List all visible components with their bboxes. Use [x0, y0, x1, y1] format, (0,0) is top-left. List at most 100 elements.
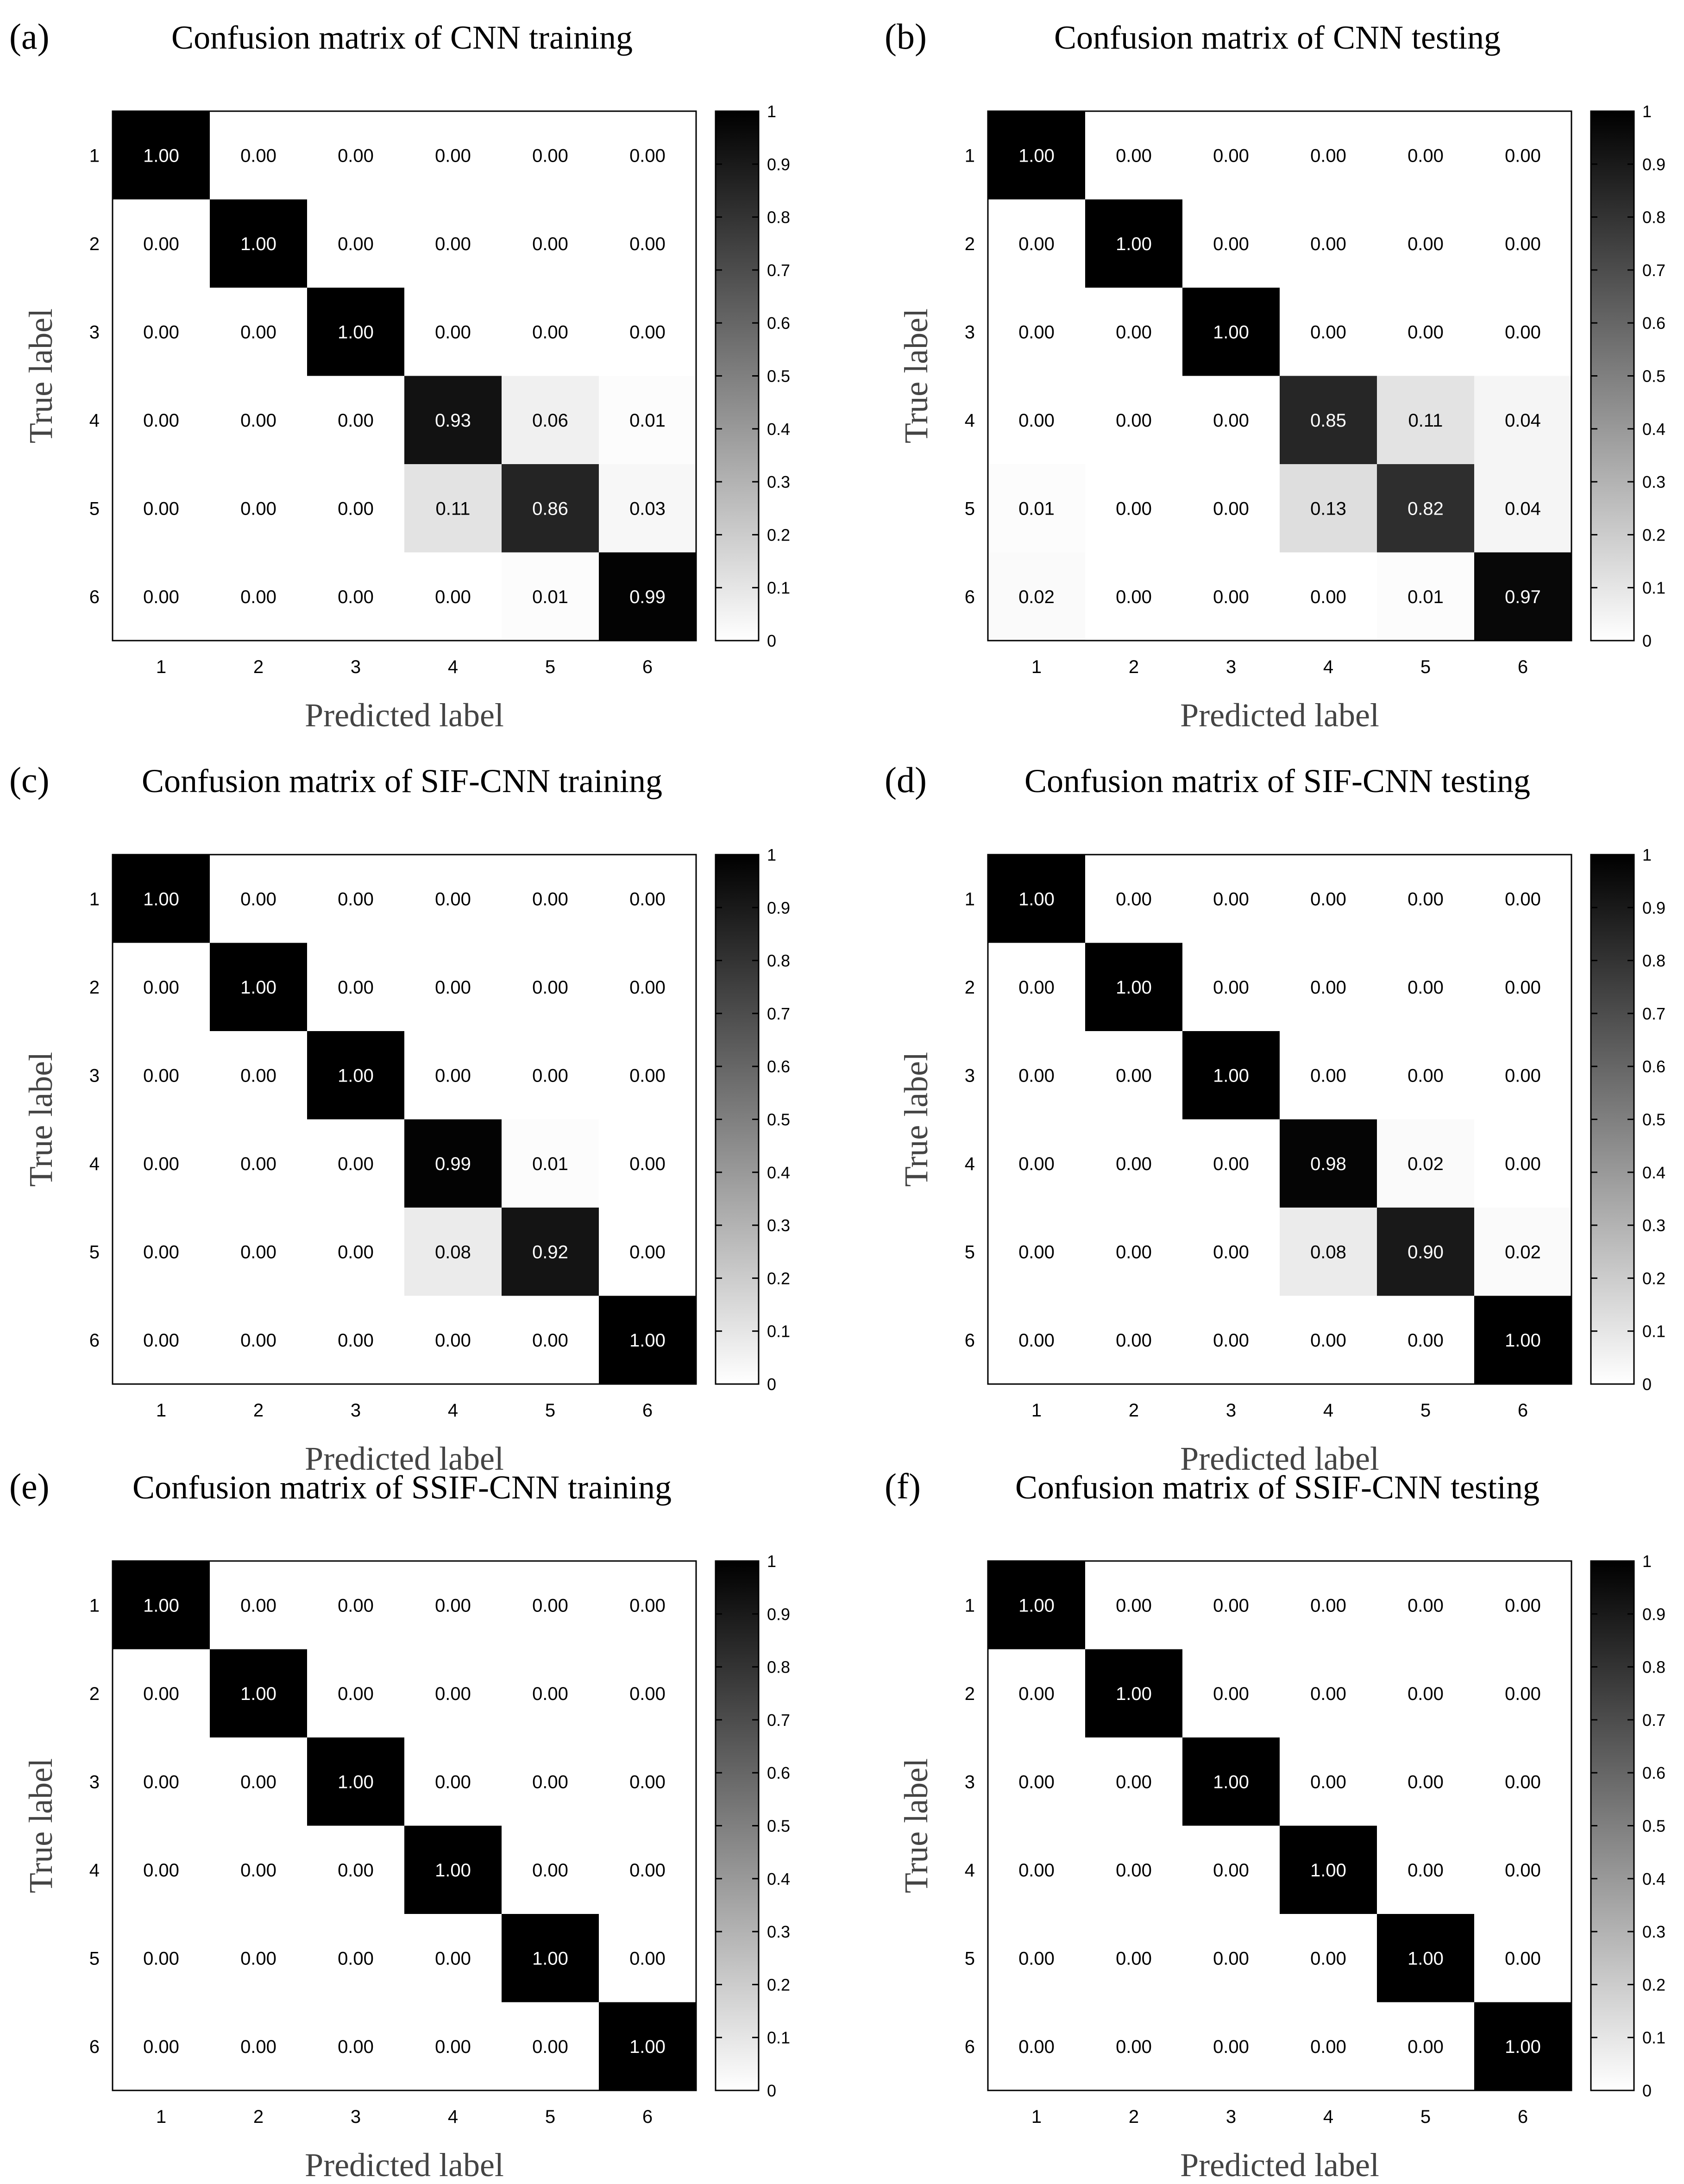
heatmap-cell: [1085, 1296, 1183, 1385]
x-tick-label: 5: [1420, 657, 1431, 677]
heatmap-cell: [404, 464, 502, 553]
cell-value-label: 1.00: [1213, 322, 1249, 342]
heatmap-cell: [988, 1561, 1086, 1649]
heatmap-cell: [1085, 1208, 1183, 1296]
heatmap-cell: [113, 1649, 210, 1738]
colorbar-tick-label: 0.7: [1642, 1711, 1665, 1730]
heatmap-cell: [1280, 288, 1377, 376]
heatmap-cell: [210, 855, 308, 943]
heatmap-cell: [113, 552, 210, 641]
x-tick-label: 1: [1031, 1400, 1042, 1421]
plot-frame: [987, 854, 1572, 1385]
colorbar-tick-label: 0.4: [767, 420, 790, 439]
cell-value-label: 0.00: [1505, 1948, 1541, 1969]
x-tick-label: 5: [545, 2107, 555, 2127]
heatmap-cell: [1280, 1561, 1377, 1649]
y-tick-label: 1: [965, 1595, 975, 1616]
heatmap-cell: [1377, 1031, 1475, 1120]
cell-value-label: 0.00: [338, 410, 374, 431]
heatmap-cell: [502, 1561, 599, 1649]
heatmap-cell: [502, 199, 599, 288]
heatmap-cell: [599, 199, 697, 288]
x-tick-label: 6: [1518, 2107, 1528, 2127]
cell-value-label: 0.00: [1505, 889, 1541, 909]
cell-value-label: 0.04: [1505, 410, 1541, 431]
heatmap-cell: [1280, 552, 1377, 641]
y-tick-label: 5: [965, 1242, 975, 1262]
x-tick-label: 1: [1031, 657, 1042, 677]
colorbar-tick-label: 0.2: [1642, 525, 1665, 544]
cell-value-label: 0.00: [1116, 1330, 1152, 1351]
cell-value-label: 0.00: [1213, 410, 1249, 431]
x-tick-label: 1: [156, 1400, 166, 1421]
heatmap-cell: [1377, 1561, 1475, 1649]
cell-value-label: 0.06: [532, 410, 568, 431]
heatmap-cell: [988, 464, 1086, 553]
colorbar-tick-label: 0.5: [767, 1817, 790, 1836]
heatmap-cell: [210, 1825, 308, 1914]
heatmap-cell: [307, 1296, 405, 1385]
cell-value-label: 0.00: [143, 1860, 179, 1881]
heatmap-cell: [1085, 199, 1183, 288]
chart-title: Confusion matrix of SIF-CNN training: [142, 762, 662, 799]
cell-value-label: 0.00: [143, 587, 179, 607]
cell-value-label: 0.00: [143, 234, 179, 254]
colorbar-tick-label: 0.4: [1642, 1163, 1665, 1182]
cell-value-label: 1.00: [1505, 1330, 1541, 1351]
cell-value-label: 1.00: [435, 1860, 471, 1881]
x-tick-label: 2: [253, 657, 264, 677]
heatmap-cell: [1474, 288, 1572, 376]
colorbar-tick-label: 0.3: [1642, 1216, 1665, 1235]
cell-value-label: 0.00: [143, 1948, 179, 1969]
colorbar-tick-label: 0.1: [767, 2028, 790, 2047]
heatmap-cell: [599, 1119, 697, 1208]
heatmap-cell: [988, 288, 1086, 376]
colorbar-tick-label: 0.3: [1642, 1922, 1665, 1941]
y-tick-label: 6: [965, 1330, 975, 1351]
heatmap-cell: [988, 2002, 1086, 2091]
cell-value-label: 0.01: [1018, 498, 1055, 519]
cell-value-label: 1.00: [1310, 1860, 1346, 1881]
heatmap-cell: [599, 1737, 697, 1826]
heatmap-cell: [1182, 1031, 1280, 1120]
x-tick-label: 4: [1323, 2107, 1333, 2127]
colorbar-tick-label: 0.7: [1642, 1004, 1665, 1023]
heatmap-cell: [1182, 1561, 1280, 1649]
heatmap-cell: [1280, 1296, 1377, 1385]
chart-title: Confusion matrix of SSIF-CNN training: [132, 1469, 672, 1506]
cell-value-label: 0.00: [143, 1154, 179, 1174]
colorbar-tick-label: 1: [767, 1552, 776, 1571]
confusion-matrix-panel: (d) Confusion matrix of SIF-CNN testing 1.…: [885, 760, 1665, 1477]
x-tick-label: 4: [448, 2107, 458, 2127]
cell-value-label: 0.00: [629, 322, 666, 342]
y-tick-label: 6: [89, 2037, 100, 2057]
heatmap-cell: [502, 1649, 599, 1738]
cell-value-label: 0.00: [435, 1772, 471, 1792]
y-tick-label: 4: [965, 410, 975, 431]
heatmap-cell: [1182, 2002, 1280, 2091]
heatmap-cell: [1280, 1119, 1377, 1208]
cell-value-label: 0.00: [240, 1860, 276, 1881]
cell-value-label: 0.00: [143, 977, 179, 998]
heatmap-cell: [1474, 111, 1572, 200]
heatmap-cell: [1182, 1737, 1280, 1826]
colorbar-tick-label: 0.8: [1642, 951, 1665, 970]
colorbar-tick-label: 0.9: [767, 898, 790, 917]
colorbar-tick-label: 0.5: [1642, 1110, 1665, 1129]
heatmap-cell: [1182, 376, 1280, 465]
heatmap-cell: [1474, 199, 1572, 288]
cell-value-label: 0.00: [1116, 1948, 1152, 1969]
cell-value-label: 0.00: [1213, 889, 1249, 909]
heatmap-cell: [1085, 1561, 1183, 1649]
cell-value-label: 0.00: [1116, 1595, 1152, 1616]
cell-value-label: 0.00: [338, 1330, 374, 1351]
y-axis-label: True label: [898, 1052, 935, 1187]
heatmap-cell: [113, 1296, 210, 1385]
x-tick-label: 1: [156, 657, 166, 677]
heatmap-cell: [404, 1561, 502, 1649]
heatmap-cell: [599, 2002, 697, 2091]
heatmap-cell: [502, 464, 599, 553]
cell-value-label: 0.85: [1310, 410, 1346, 431]
cell-value-label: 0.00: [1310, 322, 1346, 342]
heatmap-cell: [988, 1296, 1086, 1385]
